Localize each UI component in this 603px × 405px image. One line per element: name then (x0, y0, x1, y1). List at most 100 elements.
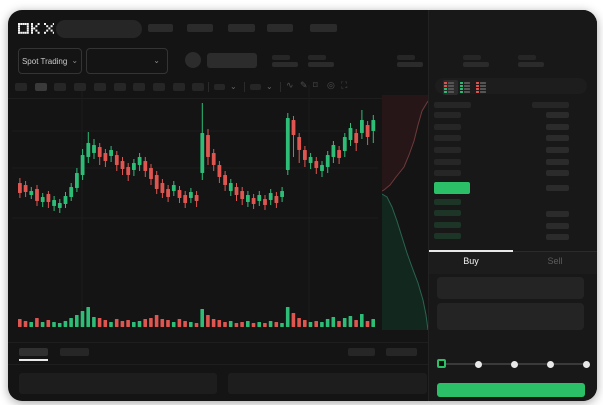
stat-value-placeholder (397, 62, 423, 67)
timeframe-button[interactable] (152, 83, 165, 91)
bid-price-placeholder[interactable] (434, 233, 461, 239)
chevron-down-icon: ⌄ (71, 56, 79, 65)
indicator-dropdown[interactable]: ⌄ (214, 81, 240, 93)
bottom-panel (228, 373, 427, 394)
timeframe-button[interactable] (15, 83, 27, 91)
active-bottom-tab-indicator (19, 359, 48, 361)
slider-step-dot[interactable] (547, 361, 554, 368)
slider-step-dot[interactable] (475, 361, 482, 368)
stat-value-placeholder (272, 62, 298, 67)
chevron-down-icon: ⌄ (153, 56, 160, 65)
ob-col-header-price (434, 102, 471, 108)
stat-value-placeholder (308, 62, 334, 67)
fullscreen-icon[interactable]: ⛶ (341, 80, 348, 90)
bid-price-placeholder[interactable] (434, 222, 461, 228)
book-bids-icon[interactable] (459, 80, 474, 95)
stat-label-placeholder (463, 55, 481, 60)
ask-amount-placeholder (546, 112, 569, 118)
pair-dropdown[interactable]: ⌄ (86, 48, 168, 74)
ticker-stat (397, 55, 425, 68)
book-icon-row (476, 82, 489, 84)
timeframe-button[interactable] (133, 83, 146, 91)
slider-step-dot[interactable] (583, 361, 590, 368)
ticker-stat (463, 55, 491, 68)
ask-amount-placeholder (546, 147, 569, 153)
app-window: Spot Trading ⌄ ⌄ Buy Sell (8, 10, 597, 401)
indicator-dropdown[interactable]: ⌄ (250, 81, 276, 93)
market-type-dropdown[interactable]: Spot Trading ⌄ (18, 48, 82, 74)
ask-price-placeholder[interactable] (434, 159, 461, 165)
bottom-tab[interactable] (60, 348, 89, 356)
toolbar-divider (208, 82, 209, 92)
ask-price-placeholder[interactable] (434, 124, 461, 130)
stat-value-placeholder (463, 62, 489, 67)
book-icon-row (476, 85, 489, 87)
nav-item[interactable] (310, 24, 337, 32)
bottom-bar-action[interactable] (386, 348, 417, 356)
active-tab-indicator (429, 250, 513, 252)
timeframe-button[interactable] (54, 83, 67, 91)
bottom-tab[interactable] (19, 348, 48, 356)
ask-price-placeholder[interactable] (434, 112, 461, 118)
stat-label-placeholder (272, 55, 290, 60)
nav-item[interactable] (228, 24, 255, 32)
indicator-label-placeholder (250, 84, 261, 90)
price-input[interactable] (437, 277, 584, 299)
buy-button[interactable] (437, 383, 585, 397)
tab-sell[interactable]: Sell (547, 256, 563, 266)
book-all-icon[interactable] (443, 80, 458, 95)
nav-item[interactable] (148, 24, 173, 32)
timeframe-button[interactable] (172, 83, 185, 91)
ticker-stat (518, 55, 546, 68)
ask-price-placeholder[interactable] (434, 135, 461, 141)
bid-price-placeholder[interactable] (434, 210, 461, 216)
settings-icon[interactable]: ◎ (327, 80, 335, 90)
bottom-panel (19, 373, 217, 394)
search-input[interactable] (56, 20, 142, 38)
tab-buy[interactable]: Buy (463, 256, 479, 266)
ticker-stat (272, 55, 300, 68)
divider (8, 364, 428, 365)
book-icon-row (476, 88, 489, 90)
trade-tabbar (429, 252, 597, 274)
book-icon-row (460, 88, 473, 90)
bid-amount-placeholder (546, 211, 569, 217)
market-type-label: Spot Trading (21, 56, 68, 66)
timeframe-button[interactable] (93, 83, 106, 91)
last-price-highlight[interactable] (434, 182, 470, 194)
nav-item[interactable] (267, 24, 293, 32)
stat-label-placeholder (397, 55, 415, 60)
timeframe-button[interactable] (113, 83, 126, 91)
ask-amount-placeholder (546, 135, 569, 141)
timeframe-button[interactable] (34, 83, 47, 91)
book-icon-row (444, 88, 457, 90)
draw-icon[interactable]: ✎ (300, 80, 308, 90)
timeframe-button[interactable] (192, 83, 205, 91)
divider (8, 342, 428, 343)
ask-amount-placeholder (546, 170, 569, 176)
depth-chart (382, 95, 428, 330)
bottom-bar-action[interactable] (348, 348, 375, 356)
wave-line-icon[interactable]: ∿ (286, 80, 294, 90)
ask-amount-placeholder (546, 159, 569, 165)
ob-col-header-amount (532, 102, 569, 108)
stat-value-placeholder (518, 62, 544, 67)
nav-item[interactable] (187, 24, 213, 32)
candlestick-chart[interactable] (12, 85, 378, 330)
bid-price-placeholder[interactable] (434, 199, 461, 205)
ask-price-placeholder[interactable] (434, 170, 461, 176)
chevron-down-icon: ⌄ (230, 82, 237, 91)
bid-amount-placeholder (546, 234, 569, 240)
ticker-stat (308, 55, 336, 68)
amount-input[interactable] (437, 303, 584, 330)
slider-handle[interactable] (437, 359, 446, 368)
ask-price-placeholder[interactable] (434, 147, 461, 153)
book-asks-icon[interactable] (475, 80, 490, 95)
camera-icon[interactable]: ⌑ (313, 80, 318, 90)
book-icon-row (444, 82, 457, 84)
slider-step-dot[interactable] (511, 361, 518, 368)
book-icon-row (460, 91, 473, 93)
timeframe-button[interactable] (74, 83, 87, 91)
toolbar-divider (244, 82, 245, 92)
